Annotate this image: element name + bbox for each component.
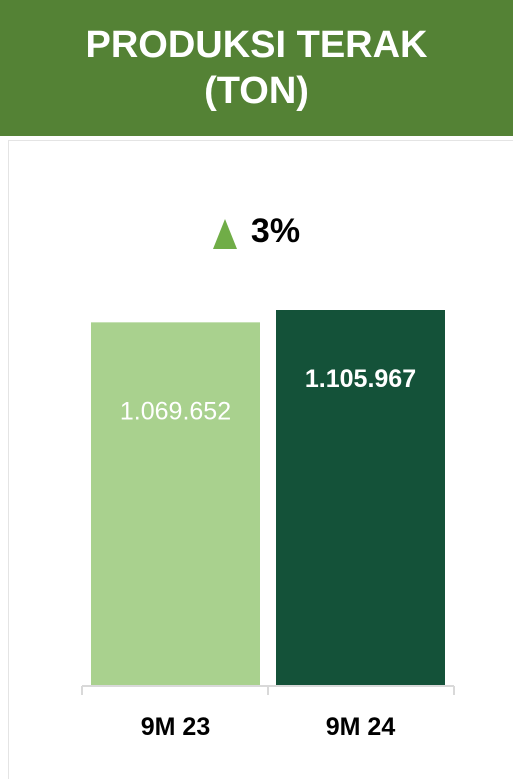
category-label: 9M 24 [326,713,396,741]
bar-9m-23 [91,322,260,686]
bar-value-label: 1.105.967 [305,365,416,393]
up-triangle-icon [212,218,237,249]
change-indicator: 3% [0,212,513,251]
category-label: 9M 23 [141,713,210,741]
chart-header: PRODUKSI TERAK (TON) [0,0,513,136]
header-title-line2: (TON) [204,70,309,112]
change-percent: 3% [250,212,301,250]
header-title-line1: PRODUKSI TERAK [85,24,428,66]
bar-value-label: 1.069.652 [120,397,231,425]
bar-9m-24 [276,310,445,686]
chart-panel [8,140,513,779]
